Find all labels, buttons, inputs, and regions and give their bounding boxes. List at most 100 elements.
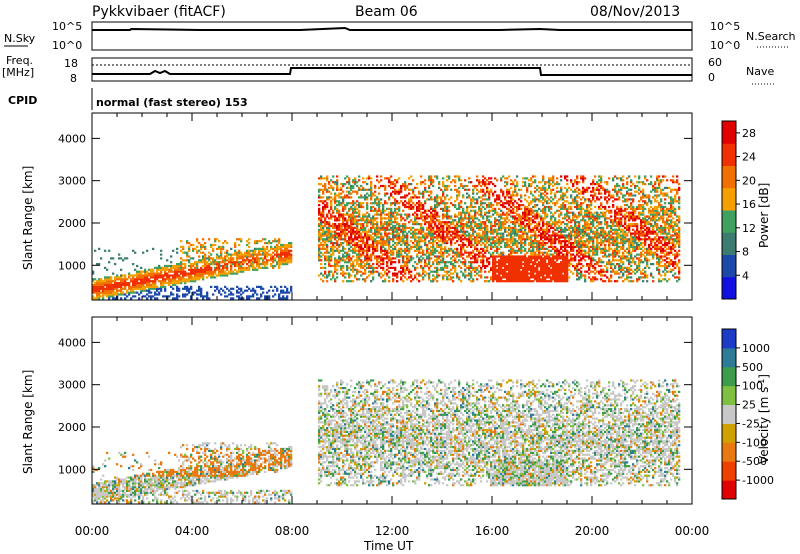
data-cell	[516, 257, 519, 260]
data-cell	[522, 259, 525, 262]
data-cell	[466, 240, 469, 243]
data-cell	[390, 215, 393, 218]
data-cell	[476, 253, 479, 256]
data-cell	[412, 234, 415, 237]
data-cell	[406, 226, 409, 229]
data-cell	[222, 289, 225, 292]
data-cell	[188, 289, 191, 292]
data-cell	[476, 243, 479, 247]
data-cell	[516, 205, 519, 209]
data-cell	[364, 188, 367, 191]
data-cell	[202, 278, 205, 281]
data-cell	[440, 230, 443, 233]
data-cell	[544, 183, 547, 186]
data-cell	[198, 278, 201, 281]
data-cell	[126, 257, 129, 260]
data-cell	[374, 202, 377, 205]
data-cell	[178, 268, 181, 271]
data-cell	[214, 243, 217, 247]
data-cell	[356, 204, 359, 207]
data-cell	[242, 253, 245, 256]
data-cell	[366, 207, 369, 210]
data-cell	[488, 177, 491, 180]
data-cell	[326, 213, 329, 216]
data-cell	[266, 251, 269, 254]
data-cell	[522, 272, 525, 275]
data-cell	[414, 230, 417, 233]
data-cell	[448, 175, 451, 178]
data-cell	[472, 257, 475, 260]
data-cell	[480, 204, 483, 207]
data-cell	[500, 266, 503, 269]
data-cell	[320, 200, 323, 203]
data-cell	[360, 228, 363, 231]
data-cell	[342, 238, 345, 241]
data-cell	[150, 274, 153, 277]
data-cell	[492, 259, 495, 262]
data-cell	[454, 268, 457, 271]
data-cell	[416, 247, 419, 250]
data-cell	[448, 274, 451, 277]
data-cell	[450, 249, 453, 252]
data-cell	[432, 245, 435, 248]
data-cell	[482, 205, 485, 209]
data-cell	[152, 276, 155, 279]
data-cell	[188, 249, 191, 252]
data-cell	[318, 232, 321, 235]
data-cell	[366, 242, 369, 245]
data-cell	[350, 234, 353, 237]
data-cell	[500, 242, 503, 245]
data-cell	[182, 272, 185, 275]
data-cell	[356, 211, 359, 214]
data-cell	[484, 238, 487, 241]
data-cell	[206, 263, 209, 266]
data-cell	[102, 289, 105, 292]
data-cell	[526, 236, 529, 239]
data-cell	[192, 270, 195, 273]
data-cell	[356, 243, 359, 247]
data-cell	[148, 268, 151, 271]
data-cell	[506, 190, 509, 193]
data-cell	[120, 283, 123, 287]
data-cell	[320, 278, 323, 281]
data-cell	[442, 183, 445, 186]
data-cell	[544, 190, 547, 193]
data-cell	[338, 243, 341, 247]
data-cell	[356, 255, 359, 258]
data-cell	[332, 264, 335, 268]
data-cell	[502, 263, 505, 266]
data-cell	[416, 263, 419, 266]
data-cell	[532, 194, 535, 197]
data-cell	[356, 270, 359, 273]
data-cell	[504, 243, 507, 247]
data-cell	[370, 202, 373, 205]
data-cell	[532, 221, 535, 224]
data-cell	[346, 175, 349, 178]
data-cell	[338, 211, 341, 214]
data-cell	[400, 272, 403, 275]
data-cell	[224, 264, 227, 268]
data-cell	[208, 263, 211, 266]
data-cell	[424, 200, 427, 203]
data-cell	[466, 255, 469, 258]
data-cell	[500, 223, 503, 226]
data-cell	[230, 272, 233, 275]
data-cell	[322, 230, 325, 233]
data-cell	[130, 289, 133, 292]
data-cell	[532, 257, 535, 260]
data-cell	[534, 242, 537, 245]
data-cell	[344, 205, 347, 209]
data-cell	[512, 238, 515, 241]
data-cell	[526, 266, 529, 269]
data-cell	[540, 264, 543, 268]
data-cell	[488, 202, 491, 205]
data-cell	[336, 264, 339, 268]
data-cell	[548, 266, 551, 269]
data-cell	[482, 257, 485, 260]
data-cell	[136, 285, 139, 288]
data-cell	[188, 259, 191, 262]
data-cell	[552, 181, 555, 184]
data-cell	[512, 251, 515, 254]
data-cell	[406, 243, 409, 247]
data-cell	[324, 230, 327, 233]
